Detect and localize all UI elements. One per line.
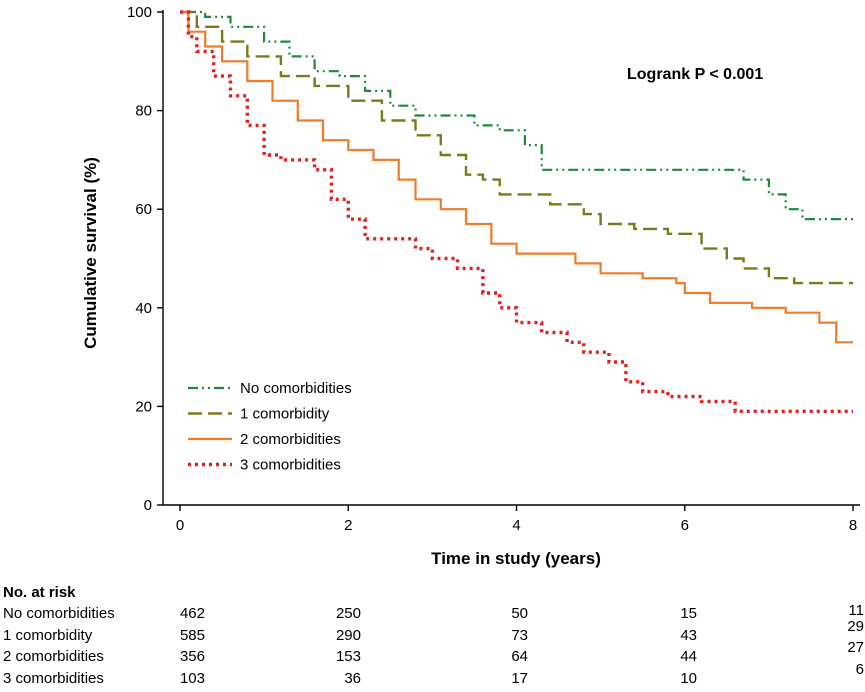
y-tick-label: 100 [127, 4, 152, 21]
y-tick-label: 20 [135, 398, 152, 415]
risk-cell: 462 [179, 605, 205, 622]
risk-cell: 585 [179, 626, 205, 644]
legend-label-4: 3 comorbidities [240, 457, 341, 474]
tick-layer: 0 20 40 60 80 100 0 2 4 6 8 [127, 4, 857, 534]
y-tick-label: 80 [135, 103, 152, 120]
risk-cell: 356 [179, 648, 205, 665]
risk-row: No comorbidities 462 250 50 15 11 [0, 602, 865, 627]
risk-row-label: No comorbidities [3, 605, 115, 622]
x-tick-label: 8 [849, 517, 857, 534]
risk-table: No. at risk No comorbidities 462 250 50 15 11… [0, 584, 865, 689]
risk-cell: 153 [335, 648, 361, 665]
legend: No comorbidities 1 comorbidity 2 comorbidi… [188, 380, 352, 474]
risk-row-label: 2 comorbidities [3, 648, 104, 665]
risk-cell: 64 [511, 648, 528, 665]
risk-table-title: No. at risk [3, 584, 76, 601]
y-tick-label: 40 [135, 300, 152, 317]
risk-cell: 27 [847, 639, 864, 656]
series-line-2 [180, 10, 853, 285]
series-line-4 [180, 10, 853, 413]
risk-cell: 11 [848, 602, 864, 619]
x-axis-title: Time in study (years) [431, 549, 601, 568]
risk-cell: 17 [511, 669, 528, 687]
risk-cell: 103 [179, 669, 205, 687]
x-tick-label: 2 [344, 517, 352, 534]
legend-label-1: No comorbidities [240, 380, 352, 397]
risk-cell: 250 [335, 605, 361, 622]
series-line-1 [180, 10, 853, 221]
risk-cell: 15 [680, 605, 697, 622]
risk-row-label: 3 comorbidities [3, 669, 104, 687]
risk-row: 1 comorbidity 585 290 73 43 29 [0, 618, 865, 649]
risk-cell: 6 [855, 660, 864, 678]
risk-cell: 36 [344, 669, 361, 687]
series-layer [180, 10, 853, 413]
y-axis-title: Cumulative survival (%) [81, 157, 100, 349]
risk-cell: 10 [680, 669, 697, 687]
y-tick-label: 0 [144, 497, 152, 514]
risk-cell: 73 [511, 626, 528, 644]
series-line-3 [180, 10, 853, 344]
risk-row: 3 comorbidities 103 36 17 10 6 [0, 661, 865, 692]
risk-row: 2 comorbidities 356 153 64 44 27 [0, 639, 865, 670]
logrank-annotation: Logrank P < 0.001 [627, 66, 763, 83]
risk-cell: 44 [680, 648, 697, 665]
x-tick-label: 4 [512, 517, 520, 534]
x-tick-label: 6 [681, 517, 689, 534]
risk-row-label: 1 comorbidity [3, 626, 93, 644]
risk-cell: 29 [847, 617, 864, 635]
legend-label-2: 1 comorbidity [240, 406, 330, 423]
legend-label-3: 2 comorbidities [240, 431, 341, 448]
risk-cell: 50 [511, 605, 528, 622]
y-tick-label: 60 [135, 201, 152, 218]
risk-cell: 43 [680, 626, 697, 644]
x-tick-label: 0 [176, 517, 184, 534]
risk-cell: 290 [335, 626, 361, 644]
